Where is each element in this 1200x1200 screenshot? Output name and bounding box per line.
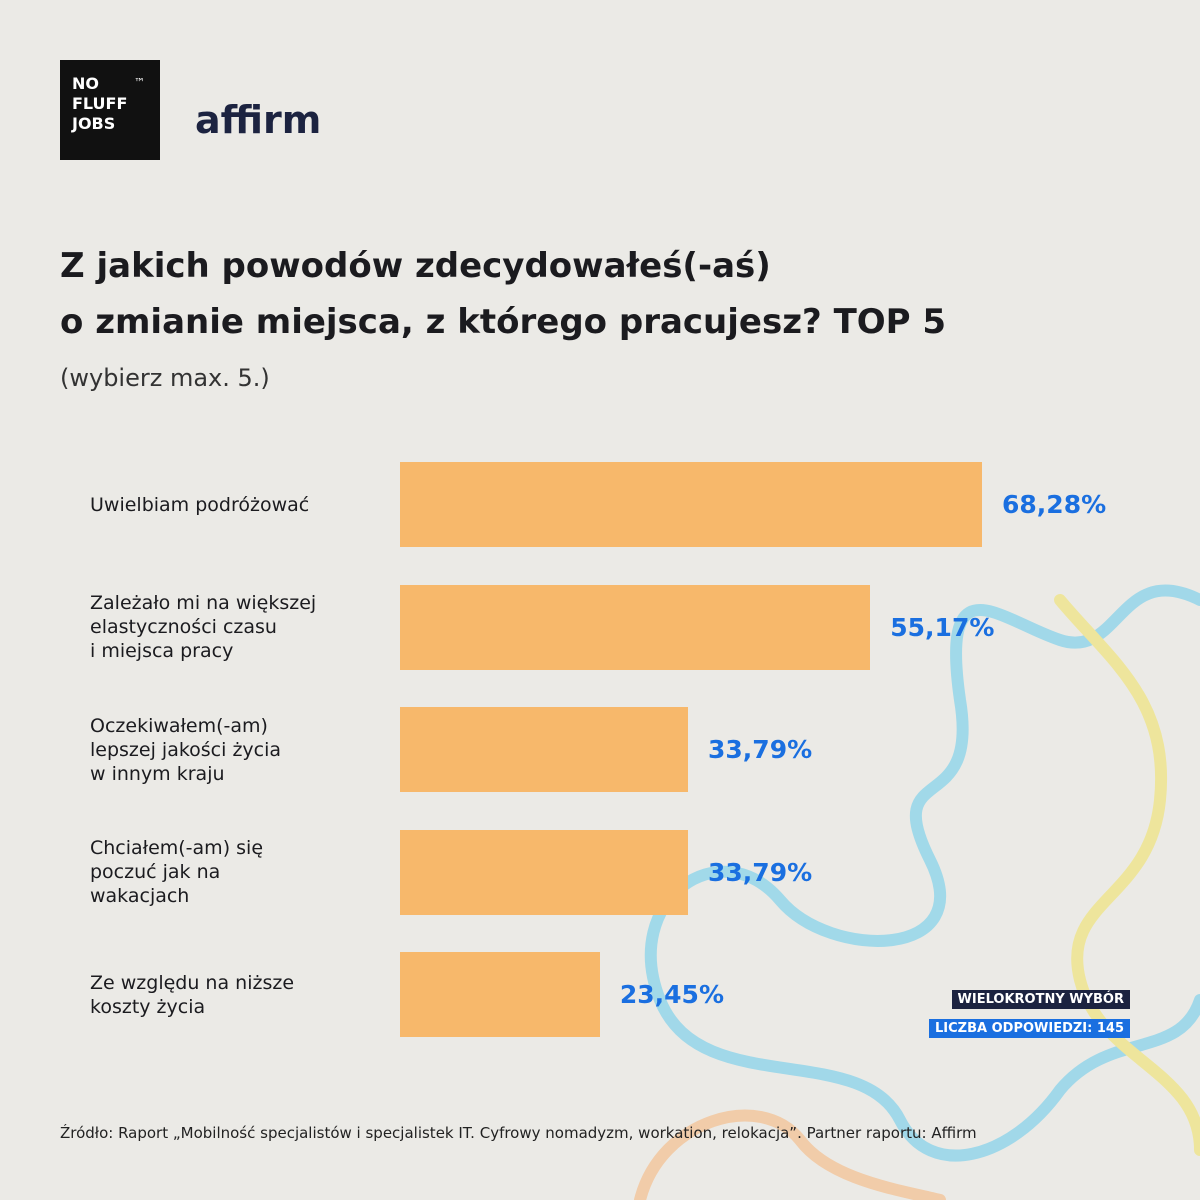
bar <box>400 952 600 1037</box>
value-label: 23,45% <box>619 980 725 1009</box>
category-label: Ze względu na niższe koszty życia <box>90 971 295 1018</box>
partner-logo: affirm <box>195 98 322 142</box>
value-label: 68,28% <box>1002 490 1107 519</box>
value-label: 33,79% <box>708 735 813 764</box>
category-label: Zależało mi na większej elastyczności cz… <box>90 592 317 662</box>
badge: WIELOKROTNY WYBÓR <box>951 990 1130 1009</box>
bar <box>400 584 871 670</box>
badge: LICZBA ODPOWIEDZI: 145 <box>929 1019 1130 1038</box>
bar <box>400 829 689 915</box>
logo: NO FLUFF JOBS ™ <box>60 60 160 160</box>
chart-title: Z jakich powodów zdecydowałeś(-aś) o zmi… <box>60 246 947 342</box>
category-label: Chciałem(-am) się poczuć jak na wakacjac… <box>90 837 264 907</box>
trademark: ™ <box>134 76 145 89</box>
bar <box>400 462 983 547</box>
logo-text: FLUFF <box>72 94 128 113</box>
chart-subtitle: (wybierz max. 5.) <box>60 364 270 392</box>
value-label: 33,79% <box>708 857 813 887</box>
category-label: Oczekiwałem(-am) lepszej jakości życia w… <box>90 714 282 785</box>
bar <box>400 707 689 792</box>
value-label: 55,17% <box>890 612 995 642</box>
category-label: Uwielbiam podróżować <box>90 493 310 516</box>
source-note: Źródło: Raport „Mobilność specjalistów i… <box>60 1124 977 1142</box>
logo-text: JOBS <box>72 114 116 133</box>
logo-text: NO <box>72 74 99 93</box>
